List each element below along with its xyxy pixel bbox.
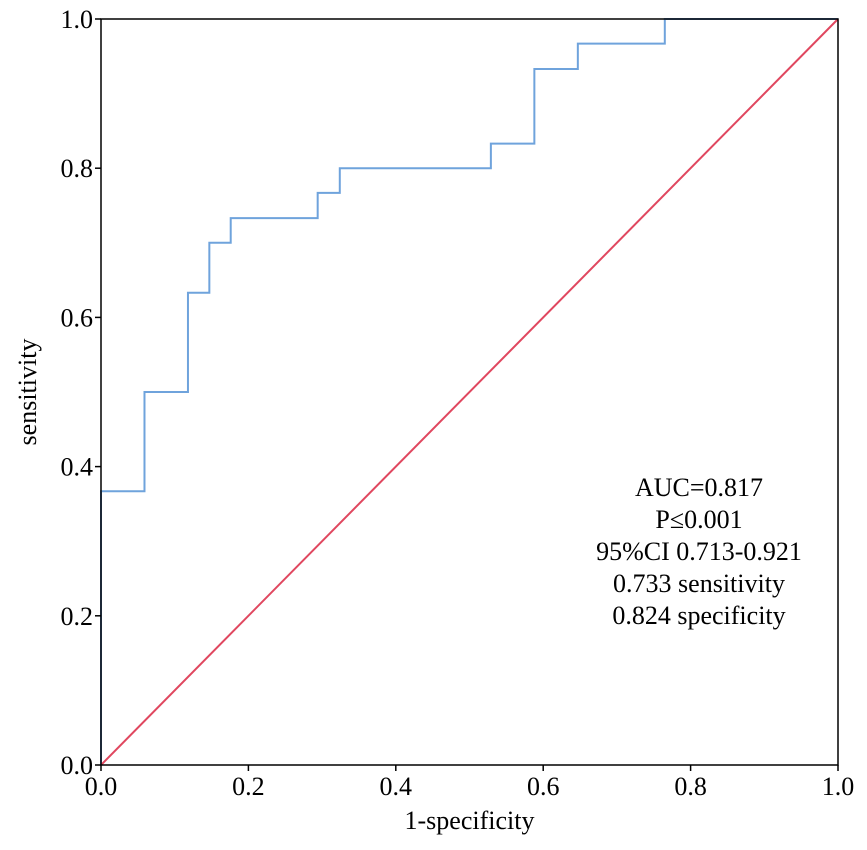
x-tick-labels: 0.0 0.2 0.4 0.6 0.8 1.0	[85, 772, 855, 801]
reference-diagonal-line	[100, 18, 839, 766]
x-tick-label: 0.8	[674, 772, 707, 801]
annotation-specificity: 0.824 specificity	[612, 601, 785, 630]
annotation-auc: AUC=0.817	[635, 473, 763, 502]
axis-ticks	[95, 18, 839, 771]
y-tick-label: 1.0	[61, 5, 94, 34]
y-tick-label: 0.4	[61, 453, 94, 482]
annotation-ci: 95%CI 0.713-0.921	[596, 537, 802, 566]
x-tick-label: 1.0	[822, 772, 855, 801]
annotation-sensitivity: 0.733 sensitivity	[613, 569, 785, 598]
stats-annotation: AUC=0.817 P≤0.001 95%CI 0.713-0.921 0.73…	[596, 473, 802, 630]
annotation-p-value: P≤0.001	[655, 505, 742, 534]
roc-curve-line	[100, 18, 838, 765]
plot-lines	[100, 18, 839, 766]
x-axis-label: 1-specificity	[405, 806, 535, 835]
y-tick-label: 0.0	[61, 751, 94, 780]
x-tick-label: 0.0	[85, 772, 118, 801]
y-tick-label: 0.8	[61, 154, 94, 183]
y-tick-label: 0.6	[61, 303, 94, 332]
y-tick-label: 0.2	[61, 602, 94, 631]
plot-frame	[100, 18, 839, 766]
y-axis-label: sensitivity	[13, 339, 42, 446]
x-tick-label: 0.6	[527, 772, 560, 801]
y-tick-labels: 0.0 0.2 0.4 0.6 0.8 1.0	[61, 5, 94, 780]
x-tick-label: 0.2	[232, 772, 265, 801]
x-tick-label: 0.4	[380, 772, 413, 801]
